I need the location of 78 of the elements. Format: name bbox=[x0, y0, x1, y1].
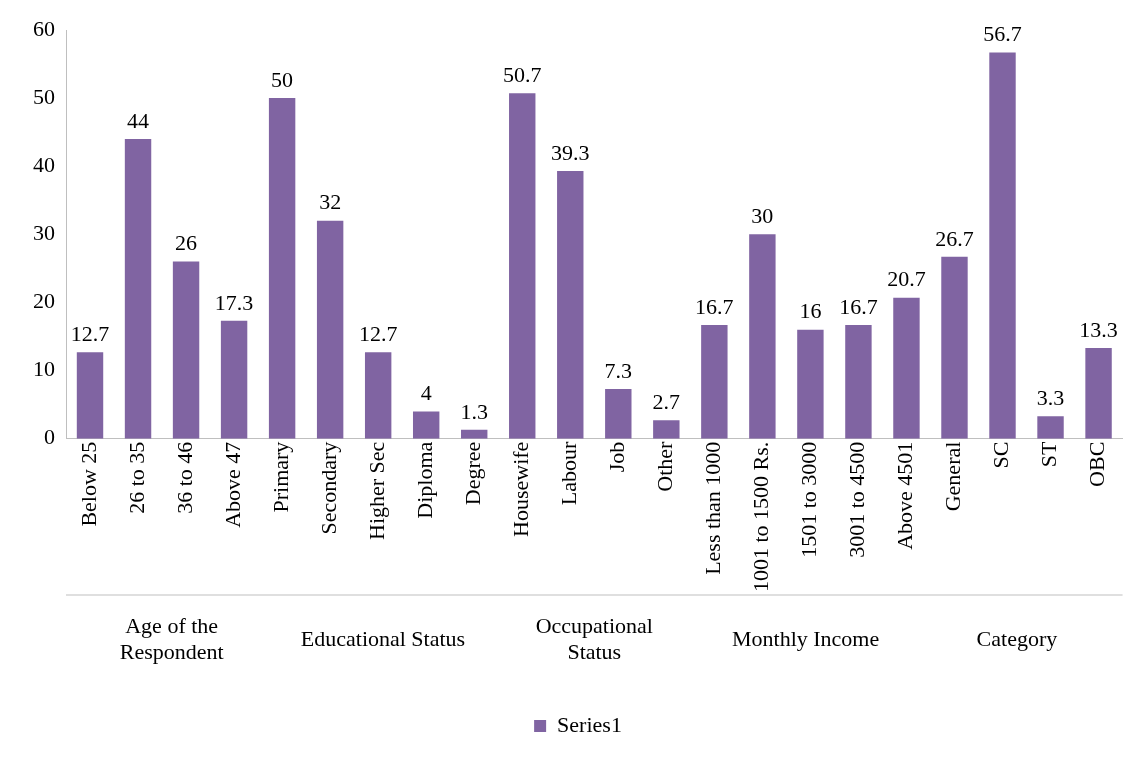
x-tick-label: Housewife bbox=[508, 441, 534, 537]
data-label: 30 bbox=[751, 203, 774, 229]
text: Educational Status bbox=[300, 625, 466, 651]
bar bbox=[749, 234, 776, 439]
x-tick-label: SC bbox=[988, 441, 1014, 469]
text: Occupational Status bbox=[535, 612, 653, 664]
x-tick-label: Other bbox=[652, 440, 678, 492]
x-tick-label: 1501 to 3000 bbox=[796, 441, 822, 558]
legend-label: Series1 bbox=[557, 711, 622, 737]
y-tick-label: 30 bbox=[33, 220, 55, 246]
bar bbox=[268, 98, 296, 439]
bar bbox=[316, 220, 344, 439]
bar bbox=[172, 261, 200, 439]
bar bbox=[1085, 348, 1112, 439]
bar bbox=[364, 352, 392, 439]
data-label: 20.7 bbox=[887, 266, 926, 292]
data-label: 16.7 bbox=[839, 293, 878, 319]
x-tick-label: Below 25 bbox=[75, 441, 101, 527]
x-tick-label: 26 to 35 bbox=[123, 441, 149, 514]
text: Category bbox=[976, 625, 1058, 651]
data-label: 39.3 bbox=[551, 139, 590, 165]
x-tick-label: ST bbox=[1036, 441, 1062, 468]
bar bbox=[76, 352, 104, 439]
y-tick-label: 40 bbox=[33, 152, 55, 177]
bar bbox=[557, 170, 584, 439]
bar bbox=[605, 388, 632, 439]
bar bbox=[124, 138, 152, 439]
x-tick-label: 36 to 46 bbox=[171, 441, 197, 514]
bar bbox=[797, 329, 824, 439]
data-label: 12.7 bbox=[70, 320, 110, 346]
data-label: 13.3 bbox=[1079, 316, 1118, 342]
x-tick-label: Degree bbox=[460, 441, 485, 506]
bar bbox=[509, 93, 536, 439]
x-tick-label: OBC bbox=[1084, 441, 1110, 487]
bar bbox=[1037, 416, 1064, 439]
y-tick-label: 20 bbox=[33, 288, 55, 314]
bar bbox=[989, 52, 1016, 439]
data-label: 56.7 bbox=[983, 21, 1022, 47]
data-label: 50.7 bbox=[503, 62, 542, 88]
x-tick-label: Labour bbox=[556, 440, 582, 506]
x-tick-label: 3001 to 4500 bbox=[844, 441, 870, 558]
y-tick-label: 10 bbox=[33, 356, 55, 382]
y-tick-label: 0 bbox=[44, 424, 55, 450]
bar bbox=[653, 420, 680, 439]
x-tick-label: Secondary bbox=[315, 441, 341, 535]
bar bbox=[701, 324, 728, 439]
bar bbox=[845, 324, 872, 439]
x-tick-label: 1001 to 1500 Rs. bbox=[748, 441, 774, 593]
text: Monthly Income bbox=[731, 625, 880, 651]
data-label: 26 bbox=[175, 230, 198, 256]
x-tick-label: Higher Sec bbox=[363, 441, 389, 541]
x-tick-label: Diploma bbox=[411, 441, 437, 519]
y-tick-label: 50 bbox=[33, 83, 55, 109]
data-label: 16.7 bbox=[695, 293, 734, 319]
text: Age of the Respondent bbox=[119, 612, 224, 664]
data-label: 1.3 bbox=[460, 398, 488, 424]
bar bbox=[893, 297, 920, 439]
bar bbox=[220, 320, 248, 439]
y-tick-label: 60 bbox=[33, 15, 55, 41]
bar bbox=[941, 256, 968, 439]
data-label: 26.7 bbox=[935, 225, 974, 251]
data-label: 2.7 bbox=[652, 389, 681, 415]
x-tick-label: Less than 1000 bbox=[700, 441, 726, 575]
x-tick-label: Above 47 bbox=[219, 441, 245, 528]
data-label: 4 bbox=[420, 380, 432, 406]
data-label: 3.3 bbox=[1036, 384, 1065, 410]
data-label: 44 bbox=[127, 107, 150, 133]
x-tick-label: Above 4501 bbox=[892, 441, 918, 550]
data-label: 32 bbox=[319, 189, 342, 215]
data-label: 16 bbox=[799, 298, 822, 324]
data-label: 17.3 bbox=[214, 289, 254, 315]
data-label: 12.7 bbox=[358, 320, 398, 346]
data-label: 50 bbox=[271, 66, 294, 92]
bar bbox=[412, 411, 440, 439]
data-label: 7.3 bbox=[604, 357, 633, 383]
x-tick-label: General bbox=[940, 441, 966, 512]
x-tick-label: Job bbox=[604, 441, 630, 473]
x-tick-label: Primary bbox=[267, 441, 293, 513]
